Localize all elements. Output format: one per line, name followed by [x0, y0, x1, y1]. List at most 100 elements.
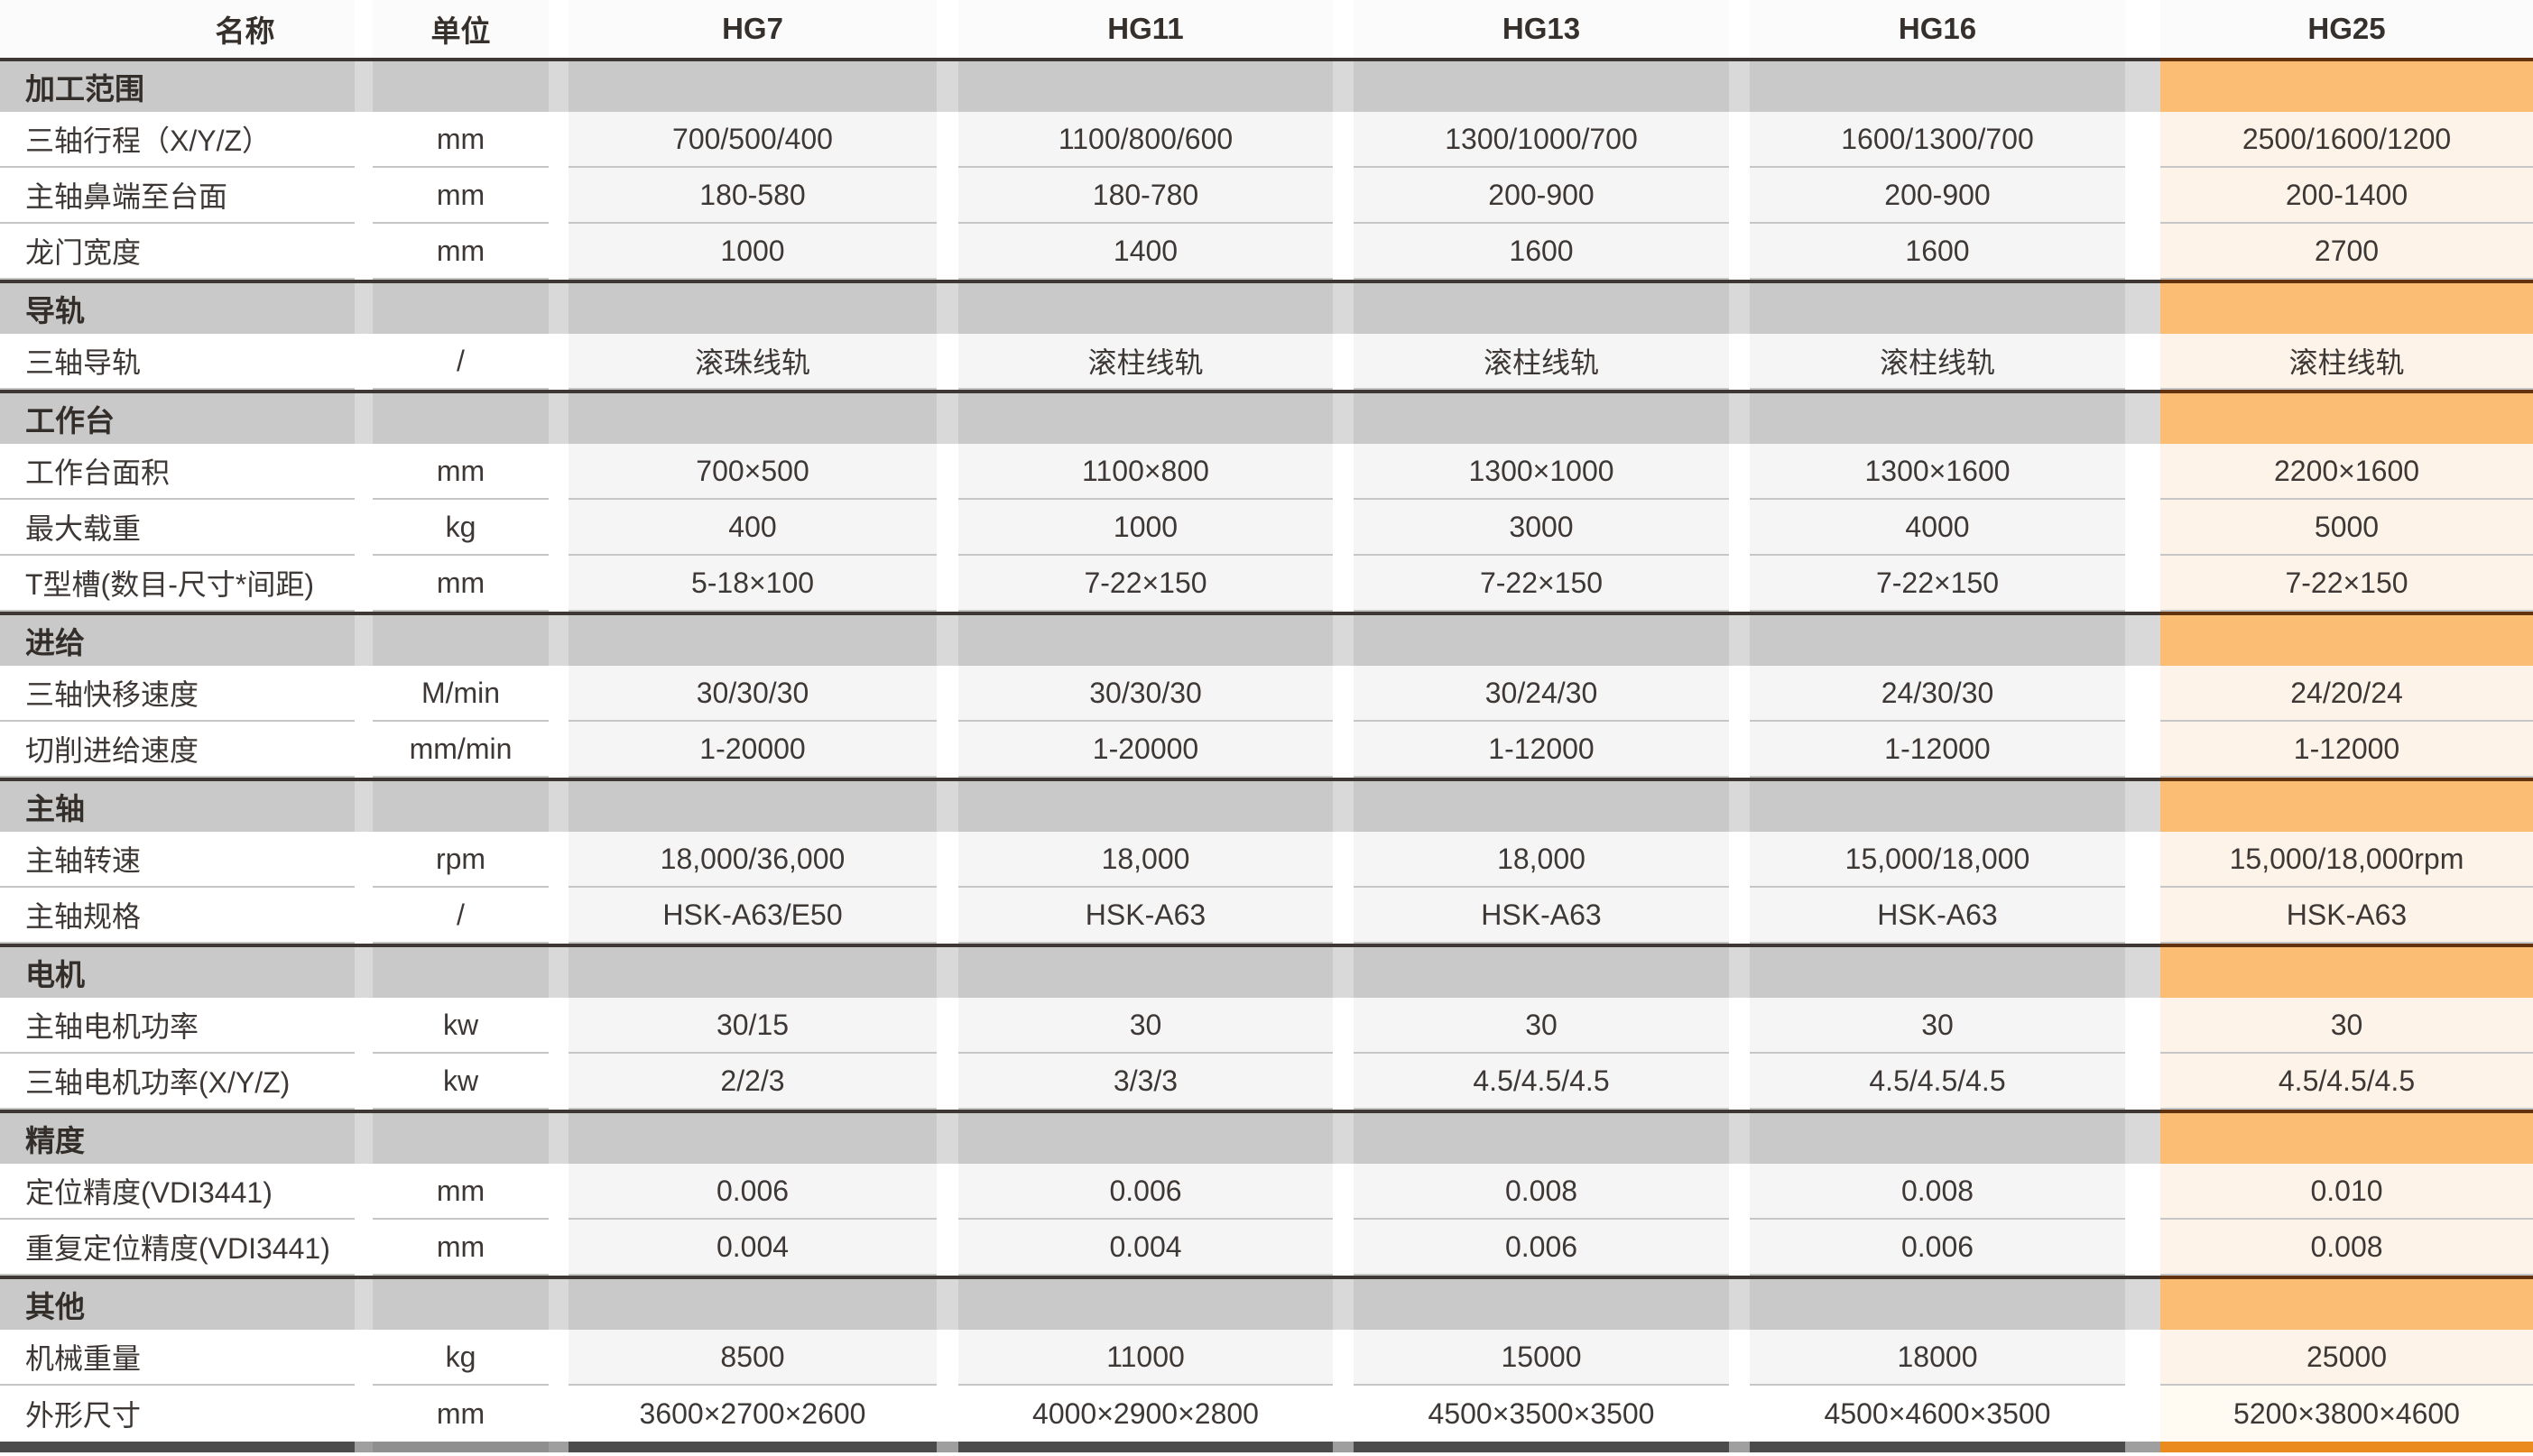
- row-unit: kw: [373, 1054, 549, 1110]
- column-gap: [1729, 1279, 1750, 1330]
- section-fill-hg25: [2160, 615, 2533, 666]
- section-fill: [373, 393, 549, 444]
- value-hg16: 15,000/18,000: [1750, 832, 2125, 888]
- column-gap: [355, 168, 373, 224]
- table-row: 主轴电机功率 kw 30/15 30 30 30 30: [0, 998, 2533, 1054]
- column-gap: [937, 1330, 958, 1386]
- column-gap: [937, 947, 958, 998]
- column-gap: [1729, 224, 1750, 280]
- section-fill: [569, 947, 937, 998]
- column-gap: [1333, 112, 1354, 168]
- column-gap: [2125, 112, 2160, 168]
- table-row: 主轴规格 / HSK-A63/E50 HSK-A63 HSK-A63 HSK-A…: [0, 888, 2533, 944]
- column-gap: [937, 615, 958, 666]
- section-header-row: 其他: [0, 1279, 2533, 1330]
- section-fill: [1354, 283, 1729, 334]
- section-fill: [373, 947, 549, 998]
- section-fill: [569, 1279, 937, 1330]
- row-unit: /: [373, 888, 549, 944]
- column-gap: [549, 615, 569, 666]
- bottom-border-segment: [355, 1442, 373, 1452]
- column-gap: [1333, 556, 1354, 612]
- section-header-row: 导轨: [0, 283, 2533, 334]
- column-gap: [2125, 615, 2160, 666]
- column-gap: [549, 1164, 569, 1220]
- column-gap: [355, 334, 373, 390]
- column-header-hg16: HG16: [1750, 0, 2125, 58]
- value-hg25: 2500/1600/1200: [2160, 112, 2533, 168]
- column-gap: [937, 1220, 958, 1276]
- section-fill: [569, 393, 937, 444]
- divider-segment-hg25: [2160, 612, 2533, 615]
- value-hg25: 5000: [2160, 500, 2533, 556]
- section-fill: [958, 615, 1333, 666]
- column-gap: [937, 168, 958, 224]
- section-fill: [1750, 1279, 2125, 1330]
- section-fill: [1750, 781, 2125, 832]
- table-section: 其他 机械重量 kg 8500 11000 15000 18000 25000: [0, 1276, 2533, 1442]
- column-gap: [355, 1279, 373, 1330]
- column-gap: [2125, 61, 2160, 112]
- section-rows: 定位精度(VDI3441) mm 0.006 0.006 0.008 0.008…: [0, 1164, 2533, 1276]
- column-gap: [1333, 1330, 1354, 1386]
- column-gap: [2125, 1386, 2160, 1442]
- value-hg16: 30: [1750, 998, 2125, 1054]
- column-gap: [355, 1113, 373, 1164]
- column-gap: [355, 998, 373, 1054]
- table-row: 三轴电机功率(X/Y/Z) kw 2/2/3 3/3/3 4.5/4.5/4.5…: [0, 1054, 2533, 1110]
- column-gap: [1729, 500, 1750, 556]
- column-gap: [355, 666, 373, 722]
- column-gap: [1333, 224, 1354, 280]
- column-gap: [2125, 1220, 2160, 1276]
- column-gap: [549, 112, 569, 168]
- column-gap: [355, 832, 373, 888]
- column-gap: [1729, 722, 1750, 778]
- value-hg11: 18,000: [958, 832, 1333, 888]
- value-hg16: 7-22×150: [1750, 556, 2125, 612]
- value-hg13: 7-22×150: [1354, 556, 1729, 612]
- row-label: 定位精度(VDI3441): [0, 1164, 355, 1220]
- value-hg16: 24/30/30: [1750, 666, 2125, 722]
- row-label: 主轴转速: [0, 832, 355, 888]
- value-hg11: 7-22×150: [958, 556, 1333, 612]
- table-section: 精度 定位精度(VDI3441) mm 0.006 0.006 0.008 0.…: [0, 1110, 2533, 1276]
- table-bottom-border: [0, 1442, 2533, 1452]
- table-section: 主轴 主轴转速 rpm 18,000/36,000 18,000 18,000 …: [0, 778, 2533, 944]
- column-gap: [549, 168, 569, 224]
- column-gap: [549, 722, 569, 778]
- value-hg16: HSK-A63: [1750, 888, 2125, 944]
- value-hg7: 30/30/30: [569, 666, 937, 722]
- column-gap: [549, 998, 569, 1054]
- section-fill: [958, 1113, 1333, 1164]
- value-hg16: 4000: [1750, 500, 2125, 556]
- column-gap: [2125, 998, 2160, 1054]
- divider-segment: [0, 612, 2160, 615]
- value-hg25: 25000: [2160, 1330, 2533, 1386]
- column-gap: [937, 722, 958, 778]
- section-fill: [569, 61, 937, 112]
- section-fill: [1750, 947, 2125, 998]
- row-unit: kw: [373, 998, 549, 1054]
- section-header-row: 精度: [0, 1113, 2533, 1164]
- section-title: 进给: [0, 615, 355, 666]
- value-hg16: 4500×4600×3500: [1750, 1386, 2125, 1442]
- row-label: 工作台面积: [0, 444, 355, 500]
- divider-segment: [0, 944, 2160, 947]
- value-hg16: 200-900: [1750, 168, 2125, 224]
- section-fill: [373, 1113, 549, 1164]
- column-gap: [1333, 283, 1354, 334]
- section-fill: [569, 615, 937, 666]
- bottom-border-segment: [958, 1442, 1333, 1452]
- row-unit: mm/min: [373, 722, 549, 778]
- row-label: 龙门宽度: [0, 224, 355, 280]
- bottom-border-segment: [1750, 1442, 2125, 1452]
- column-gap: [549, 832, 569, 888]
- column-gap: [549, 334, 569, 390]
- column-gap: [1333, 1220, 1354, 1276]
- table-section: 导轨 三轴导轨 / 滚珠线轨 滚柱线轨 滚柱线轨 滚柱线轨 滚柱线轨: [0, 280, 2533, 390]
- column-gap: [1729, 998, 1750, 1054]
- column-gap: [1333, 500, 1354, 556]
- section-divider: [0, 778, 2533, 781]
- row-label: 切削进给速度: [0, 722, 355, 778]
- value-hg13: 4500×3500×3500: [1354, 1386, 1729, 1442]
